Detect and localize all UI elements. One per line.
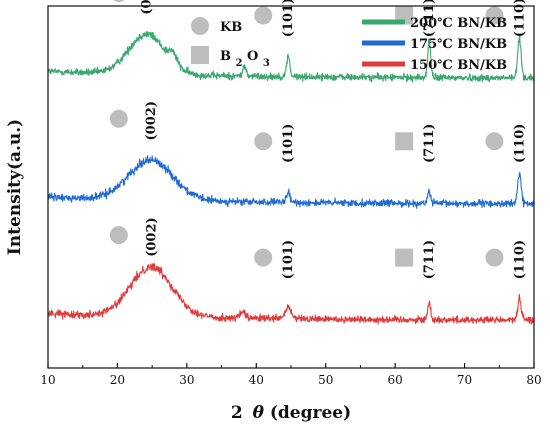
x-axis-label-theta: θ bbox=[253, 403, 265, 423]
legend-b2o3-sub2: 3 bbox=[263, 58, 270, 69]
series-legend: 200℃ BN/KB 175℃ BN/KB 150℃ BN/KB bbox=[362, 16, 507, 73]
peak-label: (002) bbox=[144, 217, 159, 256]
peak-label: (101) bbox=[281, 0, 296, 37]
marker-legend: KB B 2 O 3 bbox=[191, 17, 270, 69]
peak-label: (002) bbox=[140, 0, 155, 15]
peak-label: (110) bbox=[512, 0, 527, 37]
x-tick-label: 40 bbox=[249, 373, 264, 387]
legend-label-1: 175℃ BN/KB bbox=[410, 37, 507, 52]
peak-label: (110) bbox=[512, 124, 527, 163]
kb-circle-marker bbox=[485, 248, 504, 267]
kb-circle-marker bbox=[109, 226, 128, 245]
x-tick-label: 50 bbox=[318, 373, 333, 387]
legend-circle-icon bbox=[191, 17, 209, 35]
legend-b2o3-sub1: 2 bbox=[236, 58, 243, 69]
peak-marker-layer: (002) (101) (711) (110) (002) (101) (711) (110)… bbox=[109, 0, 527, 279]
x-tick-label: 70 bbox=[457, 373, 472, 387]
x-tick-label: 10 bbox=[40, 373, 55, 387]
x-axis-label: 2 θ (degree) bbox=[231, 403, 351, 423]
legend-b2o3-o: O bbox=[247, 49, 258, 64]
legend-square-icon bbox=[191, 46, 209, 64]
x-axis-label-prefix: 2 bbox=[231, 403, 243, 423]
kb-circle-marker bbox=[485, 132, 504, 151]
kb-circle-marker bbox=[254, 6, 273, 25]
series-line-2 bbox=[47, 263, 535, 325]
y-axis-label: Intensity(a.u.) bbox=[5, 119, 25, 255]
series-layer bbox=[47, 31, 535, 325]
peak-label: (711) bbox=[422, 124, 437, 163]
kb-circle-marker bbox=[485, 6, 504, 25]
legend-b2o3-label: B 2 O 3 bbox=[220, 49, 270, 69]
series-line-1 bbox=[47, 155, 535, 209]
x-tick-label: 80 bbox=[526, 373, 541, 387]
kb-circle-marker bbox=[254, 248, 273, 267]
x-tick-label: 30 bbox=[179, 373, 194, 387]
series-line-0 bbox=[47, 31, 535, 83]
legend-b2o3-b: B bbox=[220, 49, 231, 64]
kb-circle-marker bbox=[113, 0, 125, 2]
peak-label: (711) bbox=[422, 0, 437, 37]
peak-label: (711) bbox=[422, 240, 437, 279]
x-tick-label: 20 bbox=[110, 373, 125, 387]
legend-kb-label: KB bbox=[220, 20, 242, 35]
peak-label: (101) bbox=[281, 124, 296, 163]
kb-circle-marker bbox=[254, 132, 273, 151]
peak-label: (110) bbox=[512, 240, 527, 279]
peak-label: (002) bbox=[144, 101, 159, 140]
peak-label: (101) bbox=[281, 240, 296, 279]
legend-label-0: 200℃ BN/KB bbox=[410, 16, 507, 31]
x-tick-label: 60 bbox=[388, 373, 403, 387]
b2o3-square-marker bbox=[395, 132, 414, 151]
tick-layer: 10 20 30 40 50 60 70 80 bbox=[40, 363, 542, 387]
kb-circle-marker bbox=[109, 109, 128, 128]
x-axis-label-suffix: (degree) bbox=[270, 403, 351, 423]
b2o3-square-marker bbox=[395, 248, 414, 267]
legend-label-2: 150℃ BN/KB bbox=[410, 58, 507, 73]
